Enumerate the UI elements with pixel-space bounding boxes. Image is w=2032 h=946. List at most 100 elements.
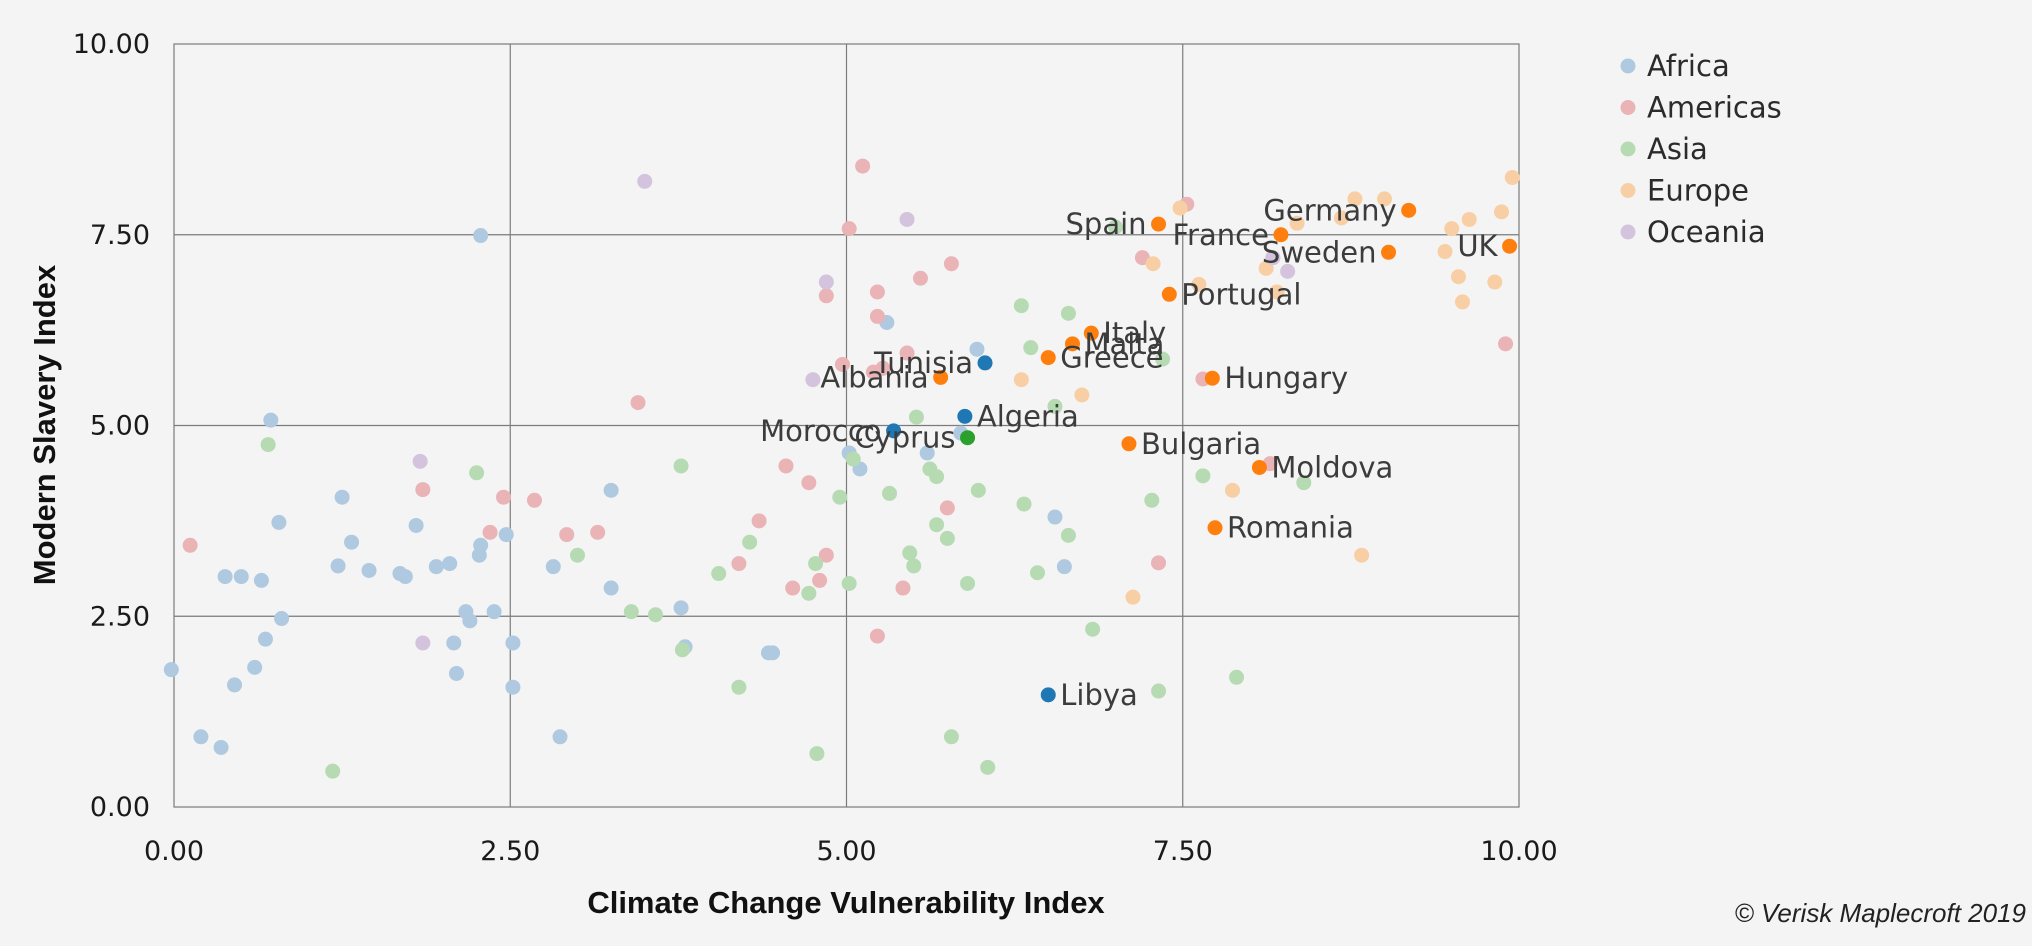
- point-asia: [648, 607, 664, 623]
- point-libya: [1040, 687, 1056, 703]
- label-morocco: Morocco: [760, 414, 881, 448]
- y-tick-label: 10.00: [73, 29, 150, 60]
- point-europe: [1013, 372, 1029, 388]
- point-greece: [1040, 350, 1056, 366]
- point-americas: [834, 356, 850, 372]
- point-americas: [1498, 336, 1514, 352]
- point-africa: [473, 537, 489, 553]
- point-africa: [344, 534, 360, 550]
- point-asia: [1155, 351, 1171, 367]
- point-asia: [960, 575, 976, 591]
- point-asia: [845, 451, 861, 467]
- x-tick-label: 0.00: [144, 836, 204, 867]
- label-bulgaria: Bulgaria: [1141, 427, 1261, 461]
- label-algeria: Algeria: [977, 399, 1079, 433]
- point-asia: [980, 759, 996, 775]
- point-americas: [899, 345, 915, 361]
- point-asia: [809, 746, 825, 762]
- legend-label-africa: Africa: [1647, 49, 1730, 83]
- point-oceania: [1265, 250, 1281, 266]
- point-africa: [227, 677, 243, 693]
- point-africa: [428, 559, 444, 575]
- label-france: France: [1172, 218, 1268, 252]
- point-africa: [408, 517, 424, 533]
- point-sweden: [1381, 244, 1397, 260]
- point-americas: [526, 492, 542, 508]
- point-morocco: [886, 423, 902, 439]
- point-europe: [1191, 276, 1207, 292]
- point-europe: [1347, 191, 1363, 207]
- y-axis-ticks: 0.00 2.50 5.00 7.50 10.00: [73, 29, 150, 823]
- point-americas: [812, 572, 828, 588]
- point-americas: [869, 308, 885, 324]
- point-americas: [559, 527, 575, 543]
- point-asia: [1296, 475, 1312, 491]
- point-americas: [778, 458, 794, 474]
- point-americas: [630, 395, 646, 411]
- point-oceania: [818, 274, 834, 290]
- point-asia: [325, 763, 341, 779]
- point-africa: [448, 665, 464, 681]
- x-tick-label: 5.00: [816, 836, 876, 867]
- point-africa: [498, 527, 514, 543]
- point-americas: [912, 270, 928, 286]
- point-asia: [1144, 492, 1160, 508]
- point-africa: [1047, 509, 1063, 525]
- point-asia: [1085, 621, 1101, 637]
- point-africa: [552, 729, 568, 745]
- point-asia: [1029, 565, 1045, 581]
- legend: Africa Americas Asia Europe Oceania: [1620, 49, 1782, 249]
- point-malta: [1064, 336, 1080, 352]
- point-africa: [486, 604, 502, 620]
- point-asia: [742, 534, 758, 550]
- point-americas: [785, 580, 801, 596]
- point-germany: [1401, 202, 1417, 218]
- point-africa: [217, 569, 233, 585]
- point-asia: [1108, 219, 1123, 235]
- label-spain: Spain: [1066, 207, 1147, 241]
- point-europe: [1269, 284, 1285, 300]
- point-asia: [902, 545, 918, 561]
- y-tick-label: 7.50: [90, 220, 150, 251]
- point-africa: [330, 558, 346, 574]
- point-europe: [1074, 387, 1090, 403]
- point-asia: [808, 556, 824, 572]
- point-asia: [1023, 340, 1039, 356]
- point-oceania: [899, 211, 915, 227]
- point-europe: [1461, 211, 1477, 227]
- point-europe: [1437, 244, 1453, 260]
- x-axis-title: Climate Change Vulnerability Index: [587, 885, 1105, 920]
- label-tunisia: Tunisia: [873, 346, 973, 380]
- legend-marker-americas: [1620, 100, 1636, 115]
- point-europe: [1504, 170, 1520, 186]
- point-africa: [263, 412, 279, 428]
- point-africa: [253, 572, 269, 588]
- label-uk: UK: [1457, 229, 1498, 263]
- point-asia: [908, 409, 924, 425]
- point-americas: [801, 475, 817, 491]
- label-cyprus: Cyprus: [854, 421, 955, 455]
- copyright-credit: © Verisk Maplecroft 2019: [1735, 898, 2026, 928]
- point-americas: [869, 284, 885, 300]
- point-europe: [1487, 274, 1503, 290]
- point-asia: [674, 642, 690, 658]
- point-europe: [1125, 589, 1141, 605]
- point-africa: [673, 600, 689, 616]
- point-americas: [943, 256, 959, 272]
- point-asia: [469, 465, 485, 481]
- point-africa: [213, 739, 229, 755]
- point-americas: [731, 556, 747, 572]
- label-germany: Germany: [1263, 193, 1396, 227]
- y-tick-label: 0.00: [90, 792, 150, 823]
- point-africa: [442, 556, 458, 572]
- point-americas: [855, 158, 871, 174]
- point-asia: [939, 530, 955, 546]
- point-asia: [673, 458, 689, 474]
- point-africa: [969, 341, 985, 357]
- label-italy: Italy: [1103, 316, 1166, 350]
- point-asia: [970, 482, 986, 498]
- label-albania: Albania: [820, 360, 928, 394]
- point-hungary: [1204, 370, 1220, 386]
